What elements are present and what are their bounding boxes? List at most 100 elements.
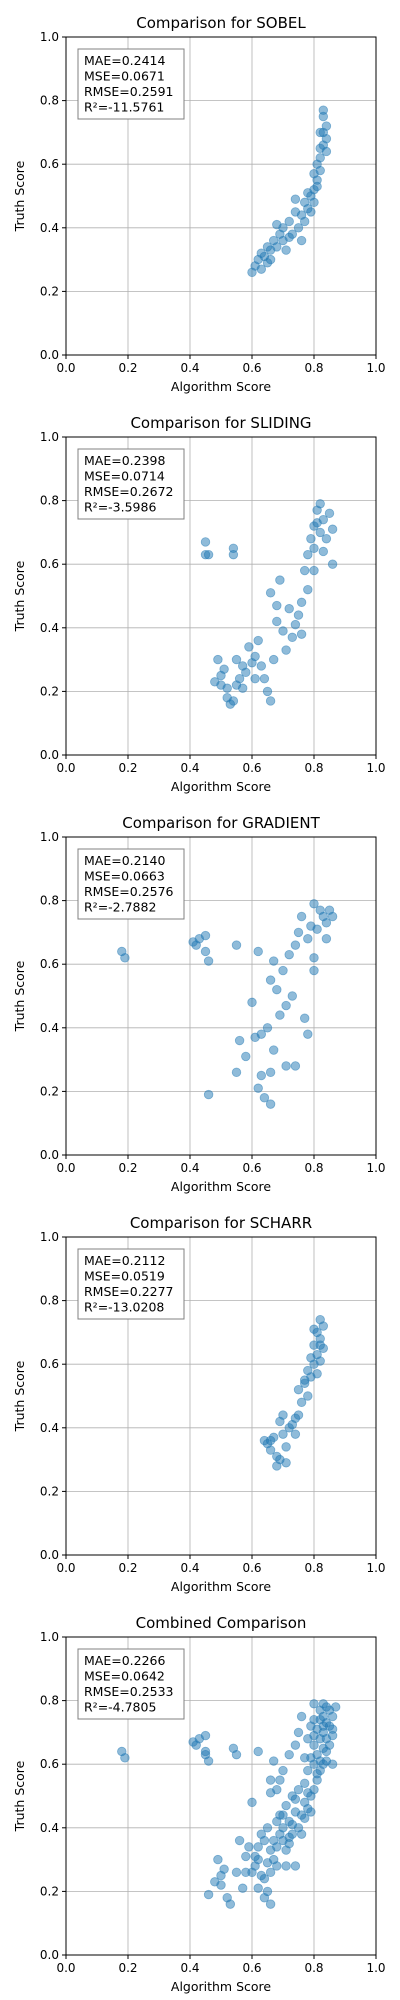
chart-title: Comparison for GRADIENT	[122, 814, 320, 832]
chart-title: Comparison for SCHARR	[130, 1214, 312, 1232]
x-tick-label: 0.4	[180, 361, 199, 375]
data-point	[241, 1051, 251, 1062]
data-point	[265, 1899, 276, 1909]
data-point	[253, 1883, 263, 1893]
data-point	[234, 1035, 245, 1046]
data-point	[315, 499, 325, 509]
stats-line: RMSE=0.2533	[84, 1684, 174, 1699]
data-point	[300, 1778, 310, 1788]
data-point	[306, 1807, 316, 1817]
data-point	[315, 1356, 325, 1366]
y-tick-label: 1.0	[40, 830, 59, 844]
stats-line: R²=-13.0208	[84, 1300, 164, 1315]
data-point	[265, 1867, 276, 1878]
stats-line: RMSE=0.2277	[84, 1284, 174, 1299]
data-point	[327, 911, 338, 922]
data-point	[303, 188, 313, 198]
y-tick-label: 1.0	[40, 430, 59, 444]
plot-frame	[65, 436, 377, 756]
x-tick-label: 0.8	[304, 1561, 323, 1575]
x-tick-label: 1.0	[366, 1561, 385, 1575]
data-point	[237, 661, 248, 671]
x-axis-label: Algorithm Score	[171, 1579, 272, 1594]
data-point	[293, 223, 304, 233]
x-tick-label: 0.2	[118, 761, 137, 775]
data-point	[265, 254, 276, 265]
data-point	[290, 1429, 301, 1439]
data-point	[290, 1794, 301, 1804]
data-point	[272, 984, 282, 995]
y-tick-label: 0.2	[40, 284, 59, 298]
y-tick-label: 0.0	[40, 1148, 59, 1162]
data-point	[200, 1730, 211, 1741]
y-tick-label: 1.0	[40, 1630, 59, 1644]
data-point	[253, 635, 263, 646]
data-point	[296, 597, 307, 608]
scatter-chart-4: Comparison for SCHARR 0.0 0.2 0.4 0.6 0.8 1.0 0…	[12, 1214, 386, 1594]
data-point	[120, 953, 130, 963]
y-tick-label: 0.6	[40, 957, 59, 971]
y-tick-label: 0.8	[40, 494, 59, 508]
x-tick-label: 0.8	[304, 761, 323, 775]
x-tick-label: 0.4	[180, 1961, 199, 1975]
data-point	[309, 953, 319, 963]
data-point	[244, 642, 254, 652]
x-tick-label: 0.2	[118, 1961, 137, 1975]
data-point	[269, 956, 279, 966]
chart-panel-2: Comparison for SLIDING 0.0 0.2 0.4 0.6 0.8 1.0…	[0, 400, 400, 800]
chart-panel-1: Comparison for SOBEL 0.0 0.2 0.4 0.6 0.8 1.0 0.…	[0, 0, 400, 400]
data-point	[312, 518, 322, 528]
y-tick-label: 0.4	[40, 1021, 59, 1035]
data-point	[284, 216, 294, 227]
stats-line: MAE=0.2266	[84, 1653, 165, 1668]
data-point	[269, 1045, 279, 1055]
data-point	[309, 1740, 319, 1750]
stats-line: RMSE=0.2576	[84, 884, 174, 899]
data-point	[306, 534, 316, 544]
data-point	[203, 956, 214, 966]
data-point	[303, 1029, 313, 1039]
data-point	[306, 207, 316, 217]
data-point	[237, 683, 248, 693]
data-point	[275, 575, 285, 585]
chart-title: Comparison for SOBEL	[136, 14, 306, 32]
data-point	[300, 1013, 310, 1023]
data-point	[256, 661, 267, 671]
stats-line: MSE=0.0714	[84, 469, 165, 484]
data-point	[253, 946, 263, 957]
data-point	[290, 1740, 301, 1750]
y-axis-label: Truth Score	[12, 1360, 27, 1432]
data-point	[303, 1788, 313, 1798]
data-point	[241, 1851, 251, 1862]
data-point	[278, 1429, 288, 1439]
data-point	[300, 565, 310, 576]
stats-box	[77, 1648, 185, 1720]
stats-line: MAE=0.2398	[84, 453, 165, 468]
data-point	[262, 1023, 273, 1033]
data-point	[321, 121, 332, 131]
data-point	[269, 1854, 279, 1865]
data-point	[210, 1877, 220, 1887]
data-point	[278, 1410, 288, 1420]
data-point	[281, 1442, 291, 1452]
data-point	[290, 1861, 301, 1871]
data-point	[315, 127, 325, 138]
x-axis-label: Algorithm Score	[171, 1179, 272, 1194]
y-tick-label: 0.8	[40, 894, 59, 908]
data-point	[321, 1702, 332, 1712]
data-point	[237, 1883, 248, 1893]
data-point	[281, 1000, 291, 1011]
x-tick-label: 1.0	[366, 1961, 385, 1975]
data-point	[265, 1067, 276, 1078]
data-point	[203, 1889, 214, 1900]
data-point	[309, 543, 319, 554]
data-point	[269, 654, 279, 665]
data-point	[281, 1861, 291, 1871]
data-point	[272, 1816, 282, 1827]
data-point	[228, 696, 239, 706]
data-point	[300, 1375, 310, 1385]
stats-line: MSE=0.0671	[84, 69, 165, 84]
x-tick-label: 0.0	[56, 1561, 75, 1575]
stats-box	[77, 448, 185, 520]
